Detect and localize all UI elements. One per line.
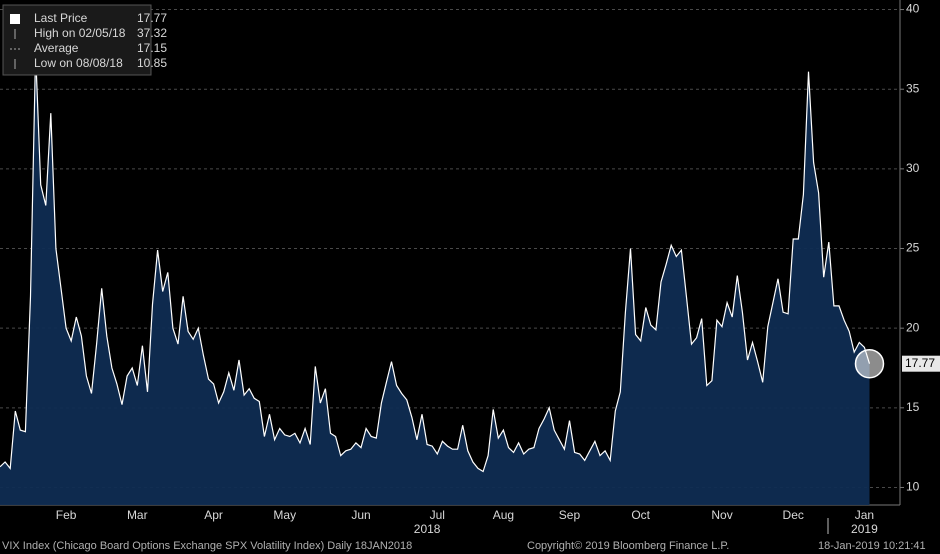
year-label: 2019 (851, 522, 878, 536)
legend-value: 17.77 (137, 11, 167, 25)
legend-label: Last Price (34, 11, 88, 25)
legend-value: 37.32 (137, 26, 167, 40)
y-tick-label: 30 (906, 161, 920, 175)
line (0, 52, 871, 473)
x-tick-label: Apr (204, 508, 223, 522)
y-tick-label: 40 (906, 2, 920, 16)
y-tick-label: 25 (906, 241, 920, 255)
x-tick-label: Jul (430, 508, 445, 522)
x-tick-label: May (273, 508, 296, 522)
y-tick-label: 35 (906, 81, 920, 95)
x-tick-label: Feb (56, 508, 77, 522)
x-tick-label: Dec (783, 508, 804, 522)
x-tick-label: Jan (855, 508, 874, 522)
year-label: 2018 (414, 522, 441, 536)
legend-value: 17.15 (137, 41, 167, 55)
y-tick-label: 10 (906, 480, 920, 494)
y-tick-label: 15 (906, 400, 920, 414)
footer-center: Copyright© 2019 Bloomberg Finance L.P. (527, 540, 729, 552)
legend-value: 10.85 (137, 56, 167, 70)
footer-left: VIX Index (Chicago Board Options Exchang… (2, 540, 412, 552)
last-price-label: 17.77 (905, 356, 935, 370)
x-tick-label: Mar (127, 508, 148, 522)
last-price-badge (902, 355, 940, 372)
legend-box (2, 4, 152, 76)
x-tick-label: Jun (351, 508, 370, 522)
y-tick-label: 20 (906, 320, 920, 334)
x-tick-label: Oct (631, 508, 650, 522)
area (0, 52, 870, 506)
last-point (854, 348, 885, 379)
x-tick-label: Aug (493, 508, 514, 522)
legend-label: Low on 08/08/18 (34, 56, 123, 70)
legend-label: Average (34, 41, 79, 55)
footer-right: 18-Jan-2019 10:21:41 (818, 540, 926, 552)
x-tick-label: Sep (559, 508, 581, 522)
x-tick-label: Nov (711, 508, 732, 522)
legend-label: High on 02/05/18 (34, 26, 126, 40)
legend-icon (10, 14, 20, 24)
